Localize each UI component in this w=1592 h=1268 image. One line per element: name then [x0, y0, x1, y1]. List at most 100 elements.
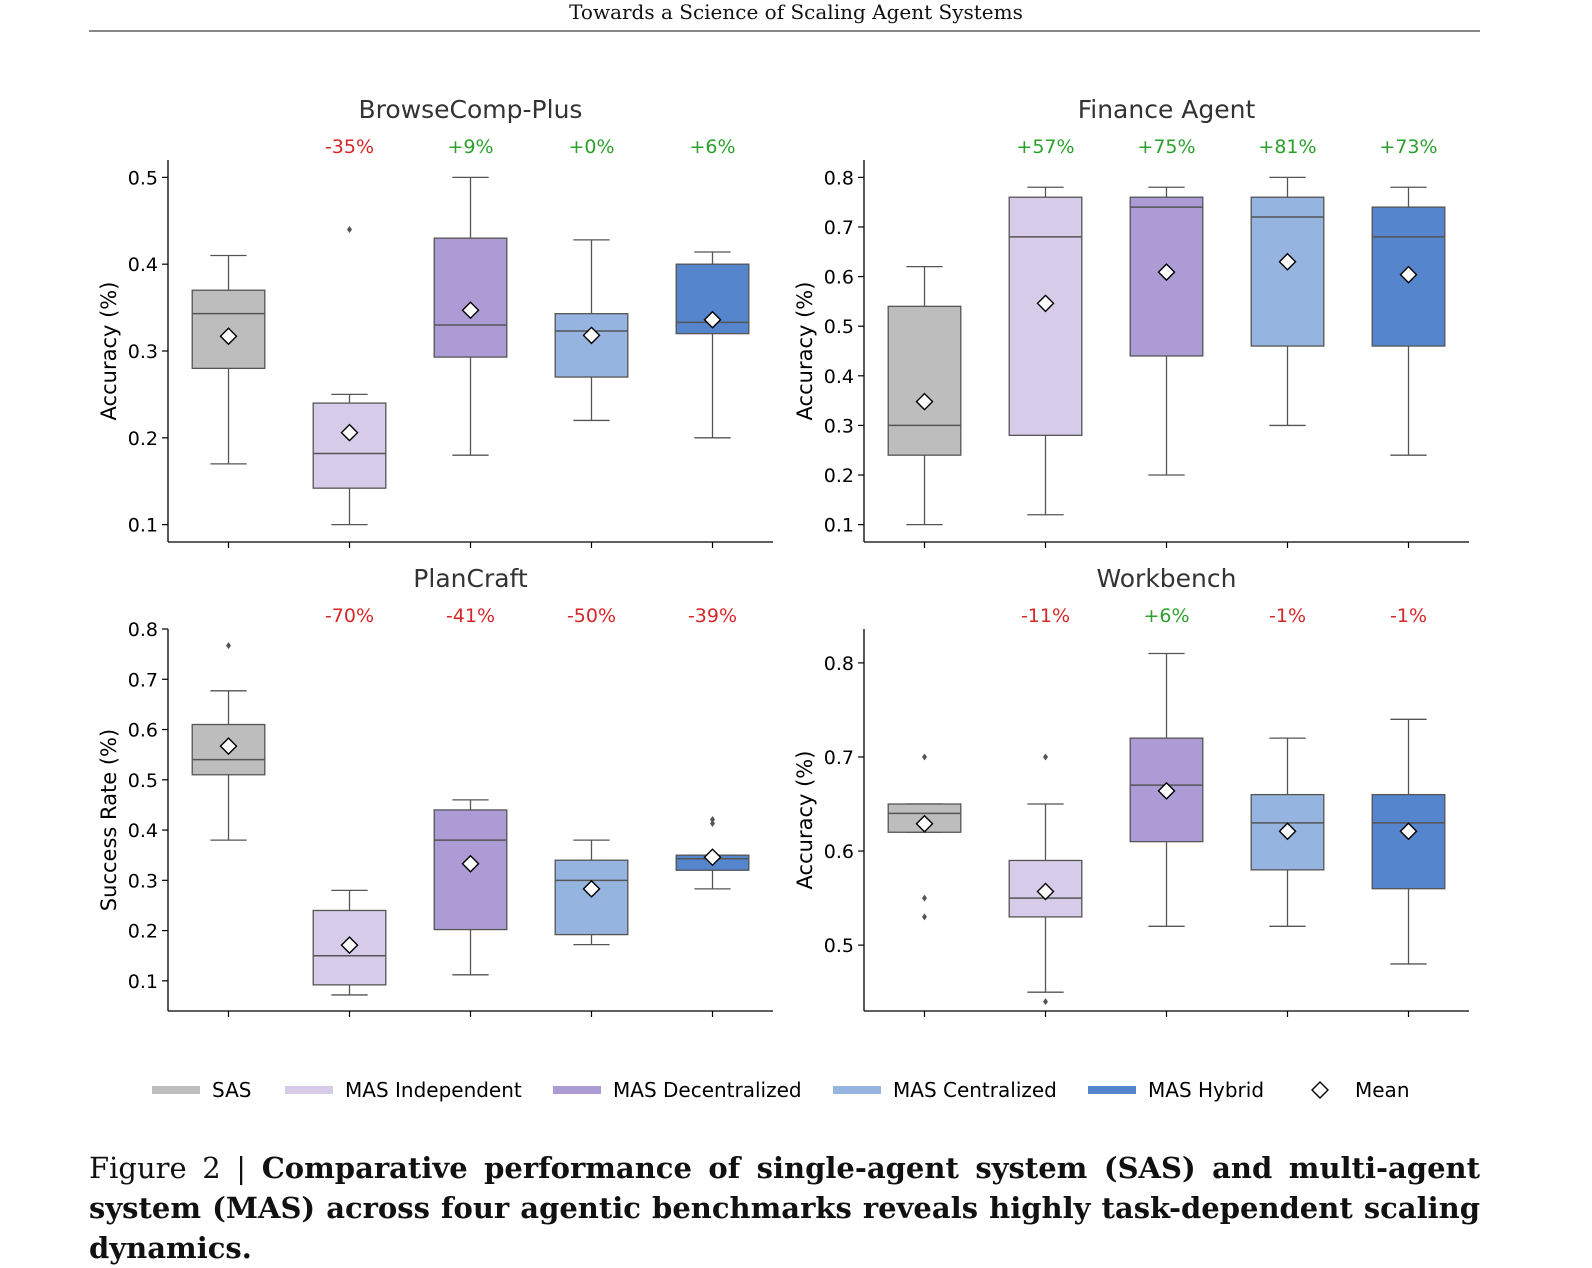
y-tick-label: 0.2 [128, 921, 158, 943]
y-axis-label: Accuracy (%) [793, 751, 817, 890]
chart-title: Workbench [1097, 564, 1237, 593]
legend-item: MAS Independent [285, 1078, 522, 1102]
mean-marker [1278, 252, 1297, 271]
caption-text: Comparative performance of single-agent … [89, 1151, 1481, 1265]
figure-panels: BrowseComp-Plus 0.1 0.2 0.3 0.4 0.5 Accuracy (… [97, 95, 1469, 1102]
change-annotation: +81% [1258, 136, 1316, 158]
chart-title: BrowseComp-Plus [359, 95, 583, 124]
change-annotation: +75% [1137, 136, 1195, 158]
change-annotation: -1% [1269, 605, 1306, 627]
box-mas-decentralized: -41% [433, 605, 508, 1017]
y-tick-label: 0.3 [128, 870, 158, 892]
box-iqr [1250, 196, 1325, 347]
box-sas [887, 266, 962, 548]
legend-swatch [1088, 1086, 1136, 1094]
y-tick-label: 0.5 [824, 316, 854, 338]
y-tick-label: 0.3 [824, 415, 854, 437]
y-tick-label: 0.4 [128, 820, 158, 842]
legend-item-mean: Mean [1311, 1078, 1410, 1102]
mean-marker [1399, 265, 1418, 284]
y-tick-label: 0.2 [824, 465, 854, 487]
box-mas-decentralized: +6% [1129, 605, 1204, 1017]
y-axis-label: Success Rate (%) [97, 729, 121, 911]
figure-caption: Figure 2 | Comparative performance of si… [89, 1148, 1480, 1268]
box-mas-centralized: -50% [554, 605, 629, 1017]
box-mas-independent: -70% [312, 605, 387, 1017]
legend: SAS MAS Independent MAS Decentralized MAS C… [152, 1078, 1410, 1102]
mean-marker [219, 737, 238, 756]
y-tick-label: 0.5 [824, 935, 854, 957]
legend-label: MAS Decentralized [613, 1078, 802, 1102]
legend-item: MAS Hybrid [1088, 1078, 1264, 1102]
y-tick-label: 0.8 [128, 619, 158, 641]
mean-legend-icon [1311, 1081, 1329, 1099]
change-annotation: +6% [1143, 605, 1189, 627]
box-mas-independent: -35% [312, 136, 387, 548]
y-tick-label: 0.3 [128, 341, 158, 363]
legend-label: MAS Centralized [893, 1078, 1057, 1102]
y-tick-label: 0.8 [824, 653, 854, 675]
chart-panel-3: PlanCraft 0.1 0.2 0.3 0.4 0.5 0.6 0.7 0.8 Success… [97, 564, 773, 1017]
outlier-point [1043, 998, 1048, 1006]
box-iqr [433, 237, 508, 358]
y-axis-label: Accuracy (%) [97, 282, 121, 421]
outlier-point [922, 894, 927, 902]
mean-marker [1157, 781, 1176, 800]
legend-label: MAS Independent [345, 1078, 522, 1102]
y-tick-label: 0.7 [824, 217, 854, 239]
change-annotation: -41% [446, 605, 495, 627]
legend-swatch [833, 1086, 881, 1094]
box-iqr [1371, 793, 1446, 890]
box-mas-centralized: -1% [1250, 605, 1325, 1017]
mean-marker [1157, 263, 1176, 282]
y-tick-label: 0.1 [128, 515, 158, 537]
box-sas [191, 254, 266, 548]
mean-marker [703, 310, 722, 329]
legend-label: SAS [212, 1078, 251, 1102]
box-iqr [554, 859, 629, 936]
change-annotation: +6% [689, 136, 735, 158]
legend-label-mean: Mean [1355, 1078, 1410, 1102]
figure-label: Figure 2 | [89, 1151, 247, 1185]
mean-marker [703, 848, 722, 867]
change-annotation: +73% [1379, 136, 1437, 158]
mean-marker [340, 936, 359, 955]
y-tick-label: 0.7 [824, 747, 854, 769]
box-iqr [554, 313, 629, 378]
mean-marker [461, 301, 480, 320]
change-annotation: -35% [325, 136, 374, 158]
y-tick-label: 0.7 [128, 669, 158, 691]
y-tick-label: 0.6 [128, 720, 158, 742]
mean-marker [915, 814, 934, 833]
box-mas-hybrid: +73% [1371, 136, 1446, 548]
box-sas [191, 642, 266, 1017]
change-annotation: +9% [447, 136, 493, 158]
y-tick-label: 0.1 [824, 515, 854, 537]
y-tick-label: 0.4 [824, 366, 854, 388]
box-iqr [887, 305, 962, 456]
legend-item: MAS Centralized [833, 1078, 1057, 1102]
outlier-point [922, 913, 927, 921]
change-annotation: -70% [325, 605, 374, 627]
y-tick-label: 0.6 [824, 267, 854, 289]
box-sas [887, 753, 962, 1017]
mean-marker [1036, 294, 1055, 313]
outlier-point [347, 225, 352, 233]
legend-label: MAS Hybrid [1148, 1078, 1264, 1102]
y-tick-label: 0.4 [128, 254, 158, 276]
chart-title: Finance Agent [1078, 95, 1256, 124]
mean-marker [461, 854, 480, 873]
chart-title: PlanCraft [413, 564, 528, 593]
change-annotation: -50% [567, 605, 616, 627]
box-iqr [312, 402, 387, 489]
y-tick-label: 0.1 [128, 971, 158, 993]
chart-panel-2: Finance Agent 0.1 0.2 0.3 0.4 0.5 0.6 0.7 0.8 Acc… [793, 95, 1469, 548]
y-tick-label: 0.5 [128, 167, 158, 189]
running-title: Towards a Science of Scaling Agent Syste… [569, 0, 1023, 24]
change-annotation: -11% [1021, 605, 1070, 627]
box-mas-decentralized: +9% [433, 136, 508, 548]
change-annotation: -1% [1390, 605, 1427, 627]
outlier-point [710, 815, 715, 823]
mean-marker [219, 327, 238, 346]
outlier-point [710, 820, 715, 828]
